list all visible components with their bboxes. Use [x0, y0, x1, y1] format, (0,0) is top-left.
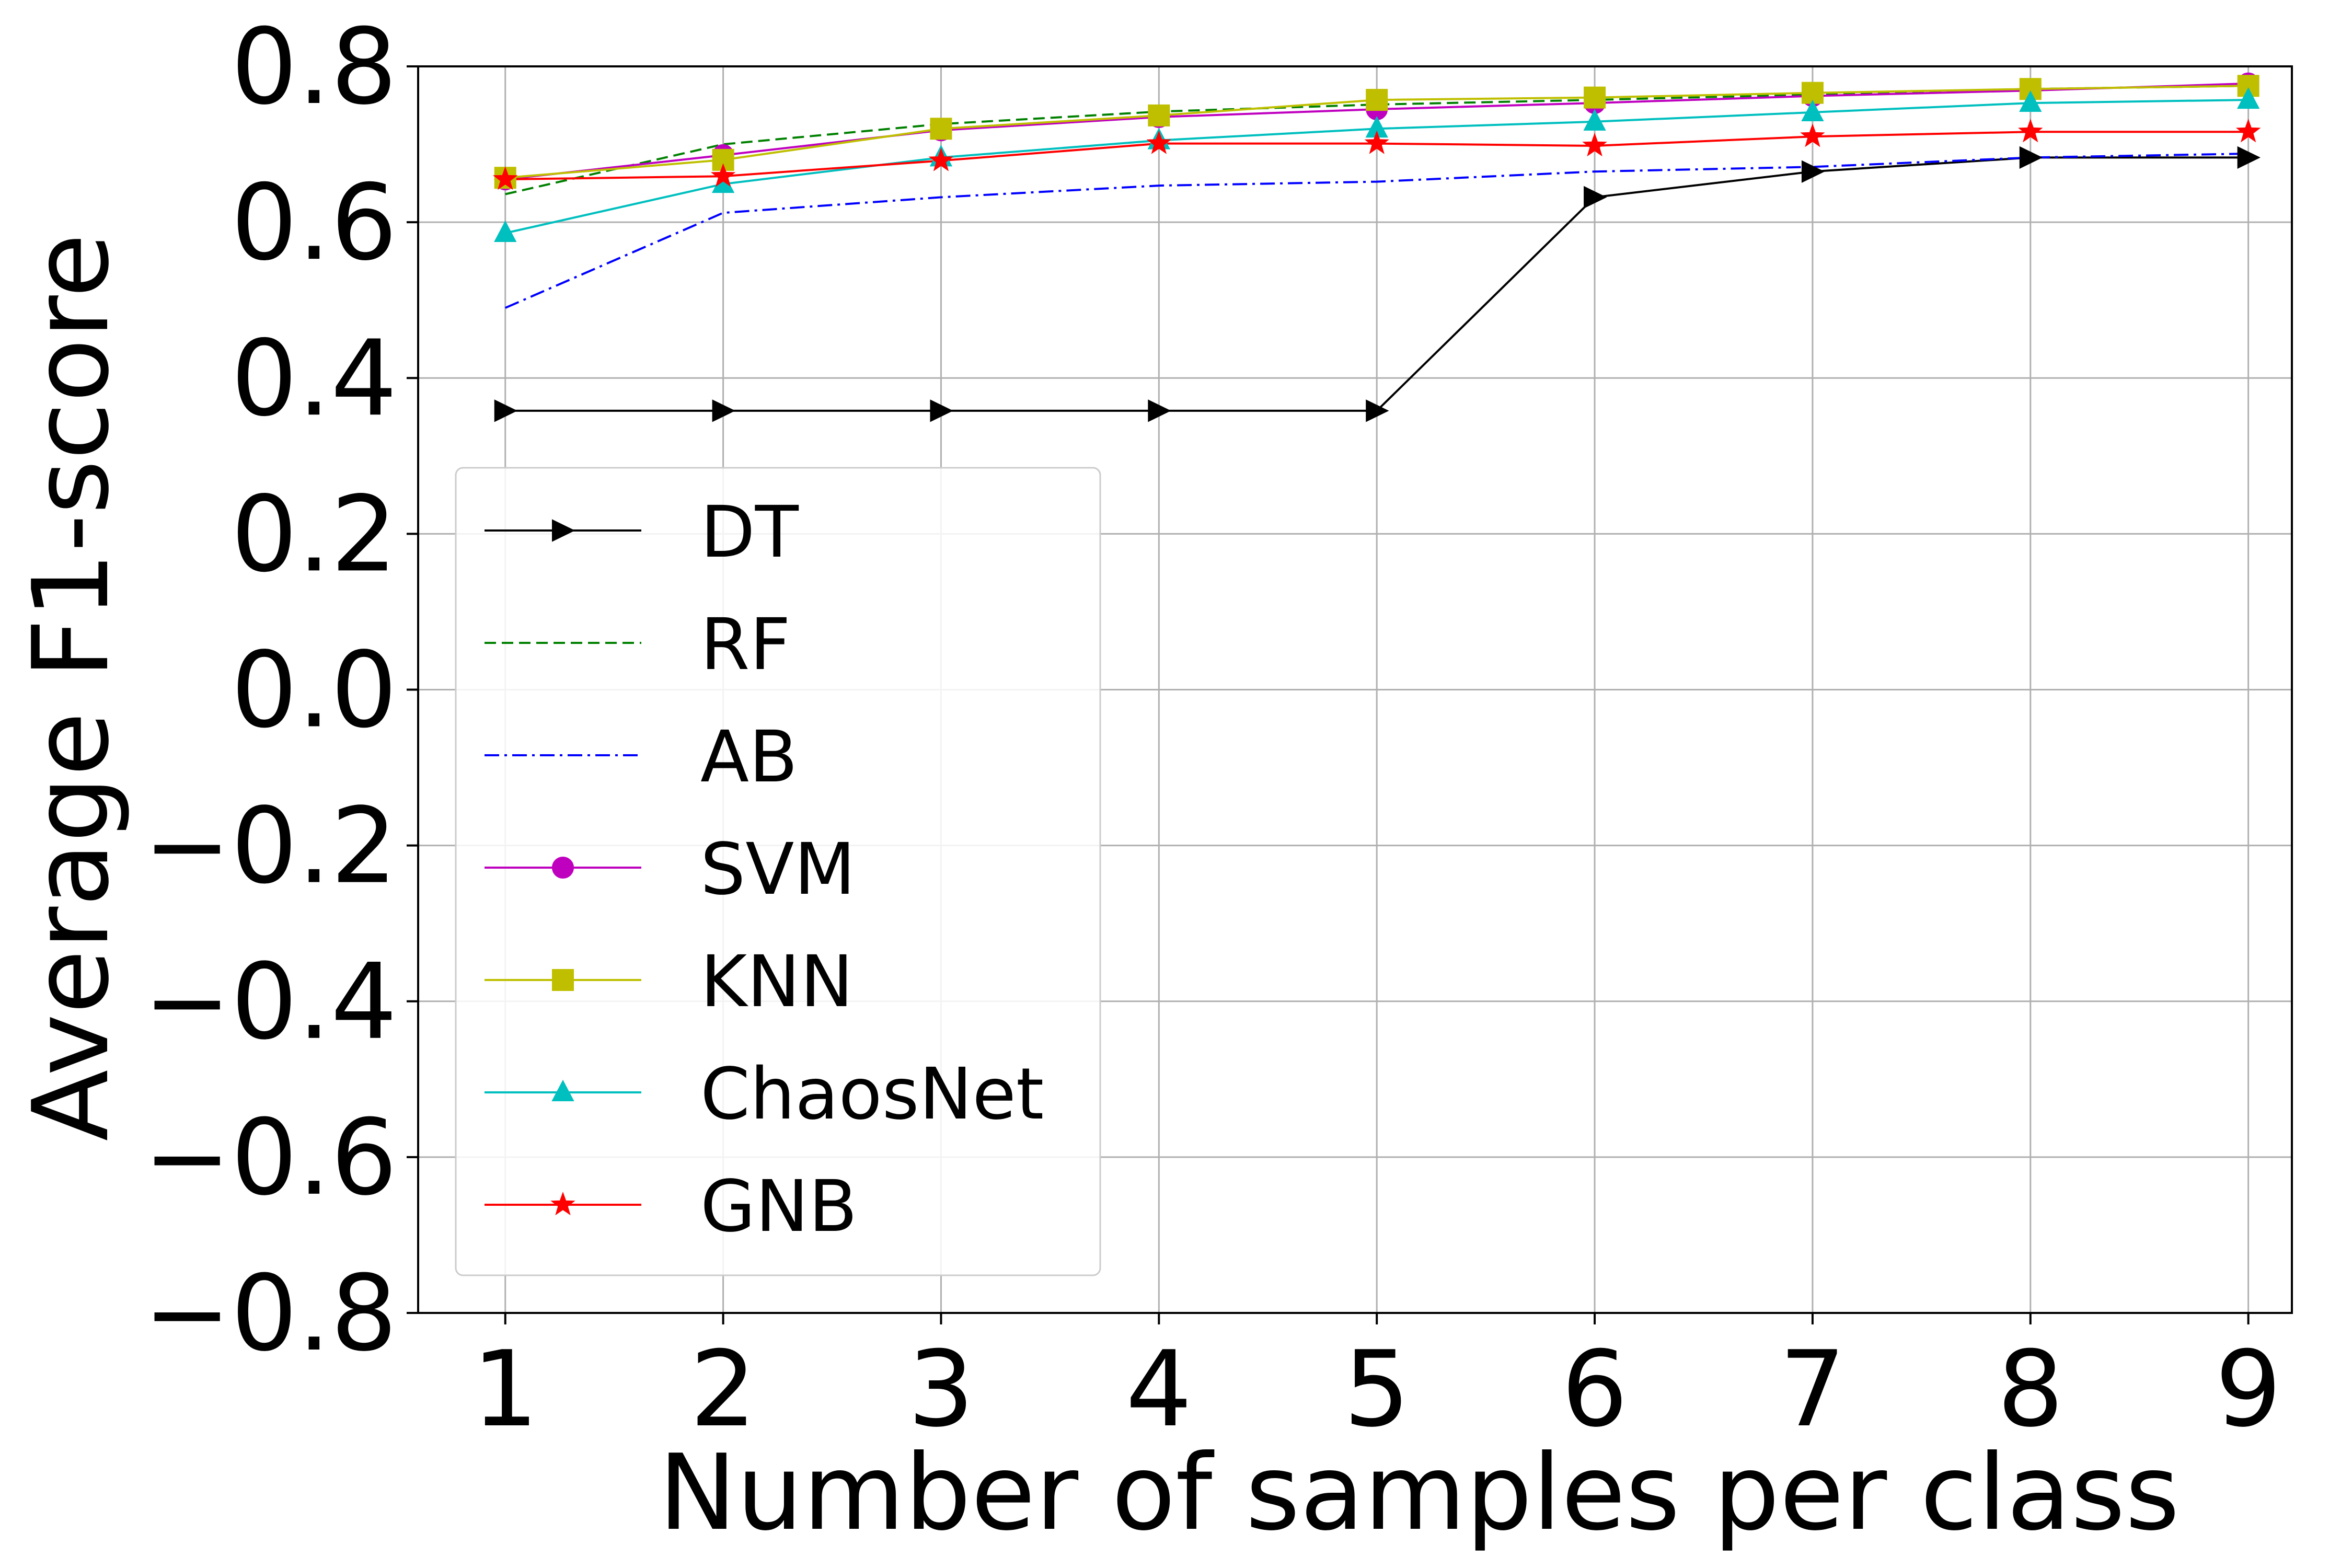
legend-label: SVM — [700, 828, 856, 911]
data-point — [2235, 119, 2261, 143]
data-point — [494, 399, 518, 422]
y-tick-label: −0.8 — [143, 1253, 397, 1375]
data-point — [930, 118, 952, 140]
y-tick-label: 0.2 — [231, 474, 397, 595]
legend: DT RF AB SVM KNN ChaosNet GNB — [455, 467, 1101, 1276]
legend-box — [455, 467, 1101, 1276]
y-tick-label: −0.2 — [143, 786, 397, 907]
y-tick-label: 0.6 — [231, 162, 397, 284]
legend-label: ChaosNet — [700, 1053, 1044, 1136]
x-axis-label: Number of samples per class — [659, 1432, 2180, 1554]
series-points-knn — [494, 75, 2259, 189]
x-tick-label: 2 — [690, 1329, 756, 1450]
legend-marker — [552, 857, 574, 879]
data-point — [1801, 99, 1824, 121]
y-tick-label: −0.4 — [143, 941, 397, 1063]
data-point — [492, 166, 518, 190]
data-point — [1146, 130, 1171, 154]
legend-label: RF — [700, 604, 791, 686]
data-point — [928, 147, 954, 171]
y-tick-label: 0.0 — [231, 630, 397, 752]
legend-label: KNN — [700, 941, 854, 1023]
y-axis-label: Average F1-score — [10, 234, 132, 1142]
x-tick-label: 3 — [908, 1329, 974, 1450]
data-point — [1800, 123, 1825, 147]
legend-item-rf: RF — [485, 604, 791, 686]
y-tick-label: 0.8 — [231, 6, 397, 128]
data-point — [1584, 186, 1607, 209]
data-point — [2237, 146, 2261, 169]
legend-label: AB — [700, 716, 798, 799]
legend-item-svm: SVM — [485, 828, 856, 911]
series-points-dt — [494, 146, 2261, 422]
x-tick-label: 8 — [1997, 1329, 2063, 1450]
legend-label: DT — [700, 491, 799, 574]
x-tick-label: 9 — [2215, 1329, 2281, 1450]
data-point — [1801, 160, 1825, 183]
data-point — [1366, 89, 1388, 111]
series-line-ab — [504, 153, 2249, 309]
y-tick-label: 0.4 — [231, 318, 397, 440]
x-tick-label: 4 — [1126, 1329, 1192, 1450]
legend-label: GNB — [700, 1166, 857, 1248]
y-axis-ticks: 0.8 0.6 0.4 0.2 0.0 −0.2 −0.4 −0.6 −0.8 — [143, 6, 418, 1375]
legend-item-dt: DT — [485, 491, 799, 574]
x-tick-label: 7 — [1779, 1329, 1846, 1450]
data-point — [2017, 119, 2043, 143]
y-tick-label: −0.6 — [143, 1097, 397, 1219]
x-tick-label: 5 — [1344, 1329, 1410, 1450]
legend-marker — [552, 519, 575, 542]
data-point — [494, 220, 517, 242]
data-point — [1364, 130, 1389, 154]
data-point — [1582, 133, 1607, 157]
data-point — [2019, 146, 2043, 169]
legend-item-ab: AB — [485, 716, 798, 799]
data-point — [1366, 399, 1389, 422]
legend-marker — [552, 969, 574, 991]
legend-marker — [550, 1192, 575, 1216]
data-point — [1584, 86, 1606, 109]
series-points-gnb — [492, 119, 2261, 190]
data-point — [2019, 90, 2042, 112]
data-point — [930, 399, 953, 422]
legend-item-knn: KNN — [485, 941, 854, 1023]
x-tick-label: 1 — [472, 1329, 538, 1450]
x-axis-ticks: 1 2 3 4 5 6 7 8 9 — [472, 1313, 2281, 1450]
data-point — [2236, 87, 2260, 109]
legend-marker — [551, 1079, 574, 1101]
legend-item-chaosnet: ChaosNet — [485, 1053, 1044, 1136]
data-point — [1148, 399, 1171, 422]
series-markers — [492, 72, 2261, 422]
legend-item-gnb: GNB — [485, 1166, 857, 1248]
data-point — [1583, 109, 1606, 131]
x-tick-label: 6 — [1561, 1329, 1628, 1450]
data-point — [1148, 104, 1170, 126]
data-point — [712, 399, 735, 422]
data-point — [710, 163, 736, 187]
